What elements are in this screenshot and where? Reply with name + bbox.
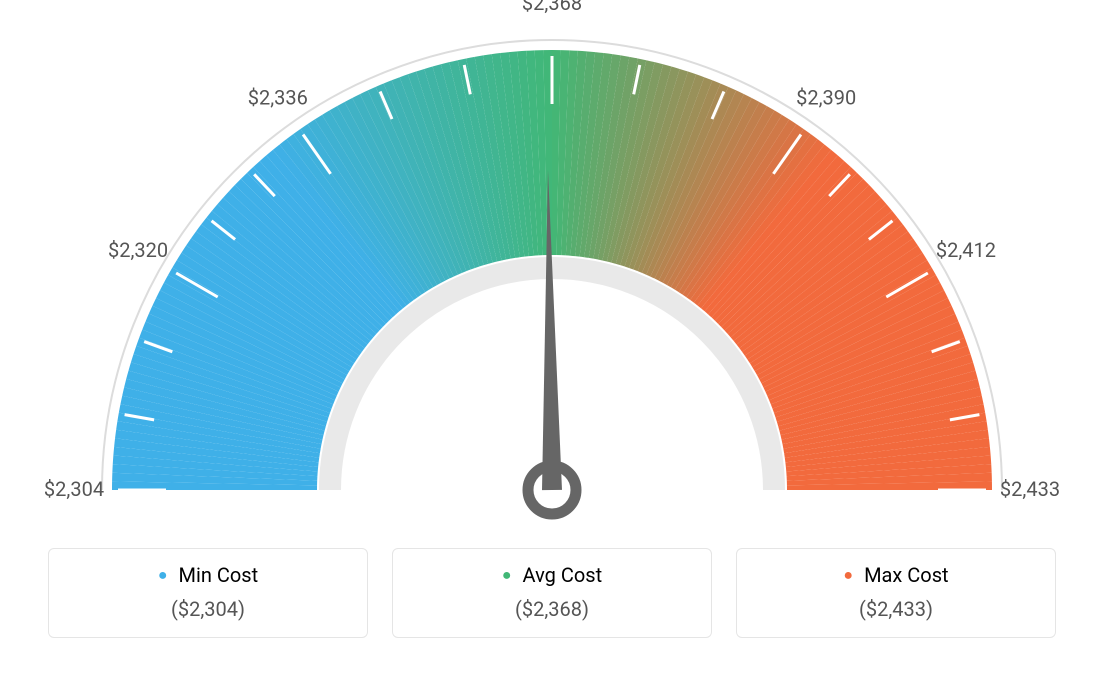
svg-text:$2,368: $2,368 [522,0,582,15]
legend-card-min: ● Min Cost ($2,304) [48,548,368,638]
svg-text:$2,433: $2,433 [1000,477,1060,501]
legend-title-label: Max Cost [864,563,949,587]
gauge-area: $2,304 $2,320 $2,336 $2,368 $2,390 $2,412 $2,4… [0,0,1104,540]
legend-value-max: ($2,433) [747,597,1045,621]
svg-text:$2,412: $2,412 [936,238,996,262]
legend-value-min: ($2,304) [59,597,357,621]
chart-container: $2,304 $2,320 $2,336 $2,368 $2,390 $2,412 $2,4… [0,0,1104,690]
svg-text:$2,390: $2,390 [796,85,856,109]
legend-row: ● Min Cost ($2,304) ● Avg Cost ($2,368) … [0,548,1104,638]
legend-card-max: ● Max Cost ($2,433) [736,548,1056,638]
bullet-icon: ● [502,565,512,585]
legend-title-min: ● Min Cost [59,563,357,587]
svg-text:$2,320: $2,320 [108,238,168,262]
legend-value-avg: ($2,368) [403,597,701,621]
legend-title-max: ● Max Cost [747,563,1045,587]
bullet-icon: ● [158,565,168,585]
svg-text:$2,336: $2,336 [248,85,308,109]
gauge-svg: $2,304 $2,320 $2,336 $2,368 $2,390 $2,412 $2,4… [0,0,1104,540]
legend-title-avg: ● Avg Cost [403,563,701,587]
legend-card-avg: ● Avg Cost ($2,368) [392,548,712,638]
legend-title-label: Min Cost [179,563,259,587]
bullet-icon: ● [843,565,853,585]
svg-text:$2,304: $2,304 [44,477,104,501]
legend-title-label: Avg Cost [523,563,603,587]
